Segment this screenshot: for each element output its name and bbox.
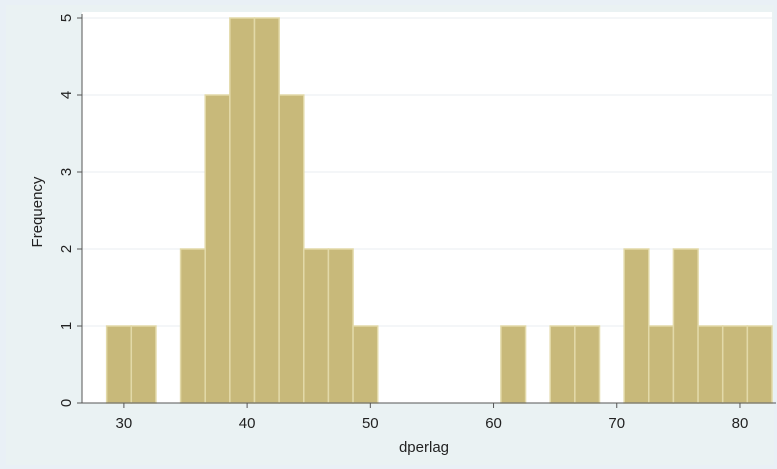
histogram-bar (721, 325, 749, 404)
histogram-bar (130, 325, 157, 404)
histogram-bars (105, 17, 773, 404)
y-tick-label: 0 (58, 399, 75, 407)
histogram-bar (623, 248, 650, 404)
histogram-bar (672, 248, 699, 404)
x-tick-label: 40 (239, 415, 256, 432)
y-tick-label: 4 (58, 91, 75, 99)
histogram-bar (549, 325, 576, 404)
y-tick-label: 5 (58, 14, 75, 22)
y-tick-label: 3 (58, 168, 75, 176)
histogram-bar (648, 325, 675, 404)
histogram-bar (697, 325, 724, 404)
x-tick-label: 50 (362, 415, 379, 432)
histogram-bar (278, 94, 305, 404)
x-tick-label: 70 (608, 415, 625, 432)
histogram-bar (574, 325, 601, 404)
histogram-bar (303, 248, 330, 404)
histogram-bar (327, 248, 354, 404)
tick-labels: 30 40 50 60 70 80 0 1 2 3 4 5 (58, 14, 748, 432)
chart-frame: 30 40 50 60 70 80 0 1 2 3 4 5 dperlag Frequency (6, 5, 776, 465)
histogram-bar (229, 17, 256, 404)
histogram-bar (105, 325, 133, 404)
histogram-bar (253, 17, 280, 404)
axes (81, 14, 776, 404)
y-tick-label: 2 (58, 245, 75, 253)
x-tick-label: 60 (485, 415, 502, 432)
histogram-bar (500, 325, 527, 404)
x-tick-label: 80 (732, 415, 749, 432)
x-axis-label: dperlag (399, 439, 449, 456)
histogram-bar (352, 325, 379, 404)
histogram-bar (746, 325, 773, 404)
histogram-bar (204, 94, 231, 404)
histogram-bar (179, 248, 206, 404)
x-tick-label: 30 (116, 415, 133, 432)
y-axis-label: Frequency (29, 176, 46, 247)
y-tick-label: 1 (58, 322, 75, 330)
